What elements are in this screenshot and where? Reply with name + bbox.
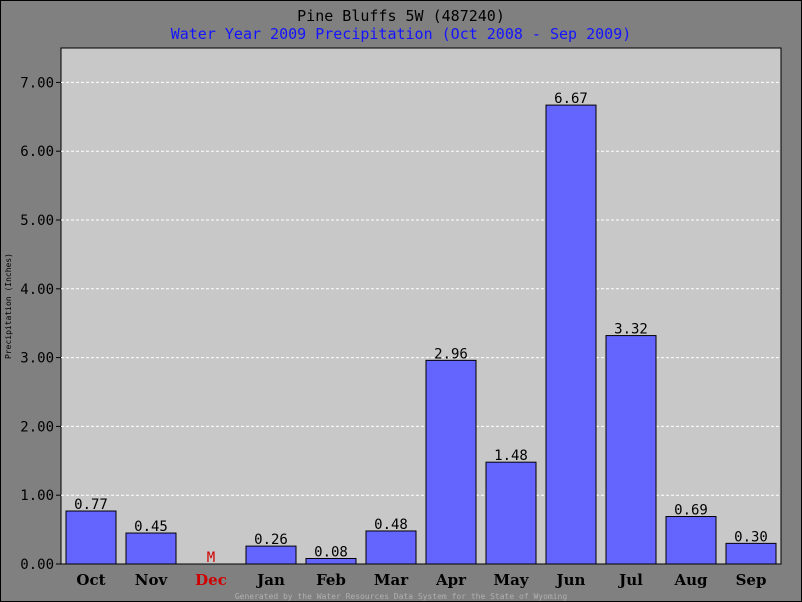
bar: [305, 557, 357, 565]
y-tick-label: 7.00: [20, 75, 54, 91]
x-tick-label: Aug: [673, 571, 708, 589]
y-tick-label: 1.00: [20, 488, 54, 504]
bars: 0.77 0.45 M 0.26 0.08 0.48 2.96 1.48 6.67 3.32 0.6…: [65, 91, 777, 566]
x-tick-label: Oct: [76, 571, 105, 589]
axes: 0.00 1.00 2.00 3.00 4.00 5.00 6.00 7.00 Oct Nov De…: [20, 75, 766, 589]
gridlines: [61, 81, 781, 496]
y-tick-label: 4.00: [20, 282, 54, 298]
x-tick-label: Feb: [316, 571, 346, 589]
data-label: 3.32: [614, 322, 648, 338]
chart-subtitle: Water Year 2009 Precipitation (Oct 2008 …: [171, 25, 632, 43]
data-label: 0.69: [674, 503, 708, 519]
bar: [605, 335, 657, 565]
bar: [365, 530, 417, 565]
y-tick-label: 6.00: [20, 144, 54, 160]
data-label: 6.67: [554, 91, 588, 107]
bar: [485, 461, 537, 565]
bar: [725, 542, 777, 565]
y-tick-label: 2.00: [20, 419, 54, 435]
x-tick-label: Dec: [195, 571, 227, 589]
bar: [65, 510, 117, 565]
data-label: M: [207, 550, 215, 566]
x-tick-label: Mar: [374, 571, 409, 589]
data-label: 2.96: [434, 346, 468, 362]
footer-credit: Generated by the Water Resources Data Sy…: [235, 592, 568, 601]
x-tick-label: May: [493, 571, 529, 589]
y-tick-label: 0.00: [20, 557, 54, 573]
x-tick-label: Jun: [555, 571, 586, 589]
data-label: 0.45: [134, 519, 168, 535]
data-label: 0.08: [314, 544, 348, 560]
x-tick-label: Nov: [135, 571, 169, 589]
y-tick-label: 5.00: [20, 213, 54, 229]
data-label: 1.48: [494, 448, 528, 464]
data-label: 0.26: [254, 532, 288, 548]
bar: [245, 545, 297, 565]
x-tick-label: Sep: [736, 571, 767, 589]
plot-area: [60, 47, 782, 565]
bar: [545, 104, 597, 565]
bar: [425, 359, 477, 565]
data-label: 0.48: [374, 517, 408, 533]
y-tick-label: 3.00: [20, 351, 54, 367]
x-tick-label: Apr: [435, 571, 467, 589]
data-label: 0.77: [74, 497, 108, 513]
x-tick-label: Jul: [617, 571, 643, 589]
chart-title: Pine Bluffs 5W (487240): [297, 7, 505, 25]
data-label: 0.30: [734, 529, 768, 545]
x-tick-label: Jan: [255, 571, 285, 589]
bar: [125, 532, 177, 565]
y-axis-label: Precipitation (Inches): [4, 253, 13, 359]
bar: [665, 516, 717, 565]
